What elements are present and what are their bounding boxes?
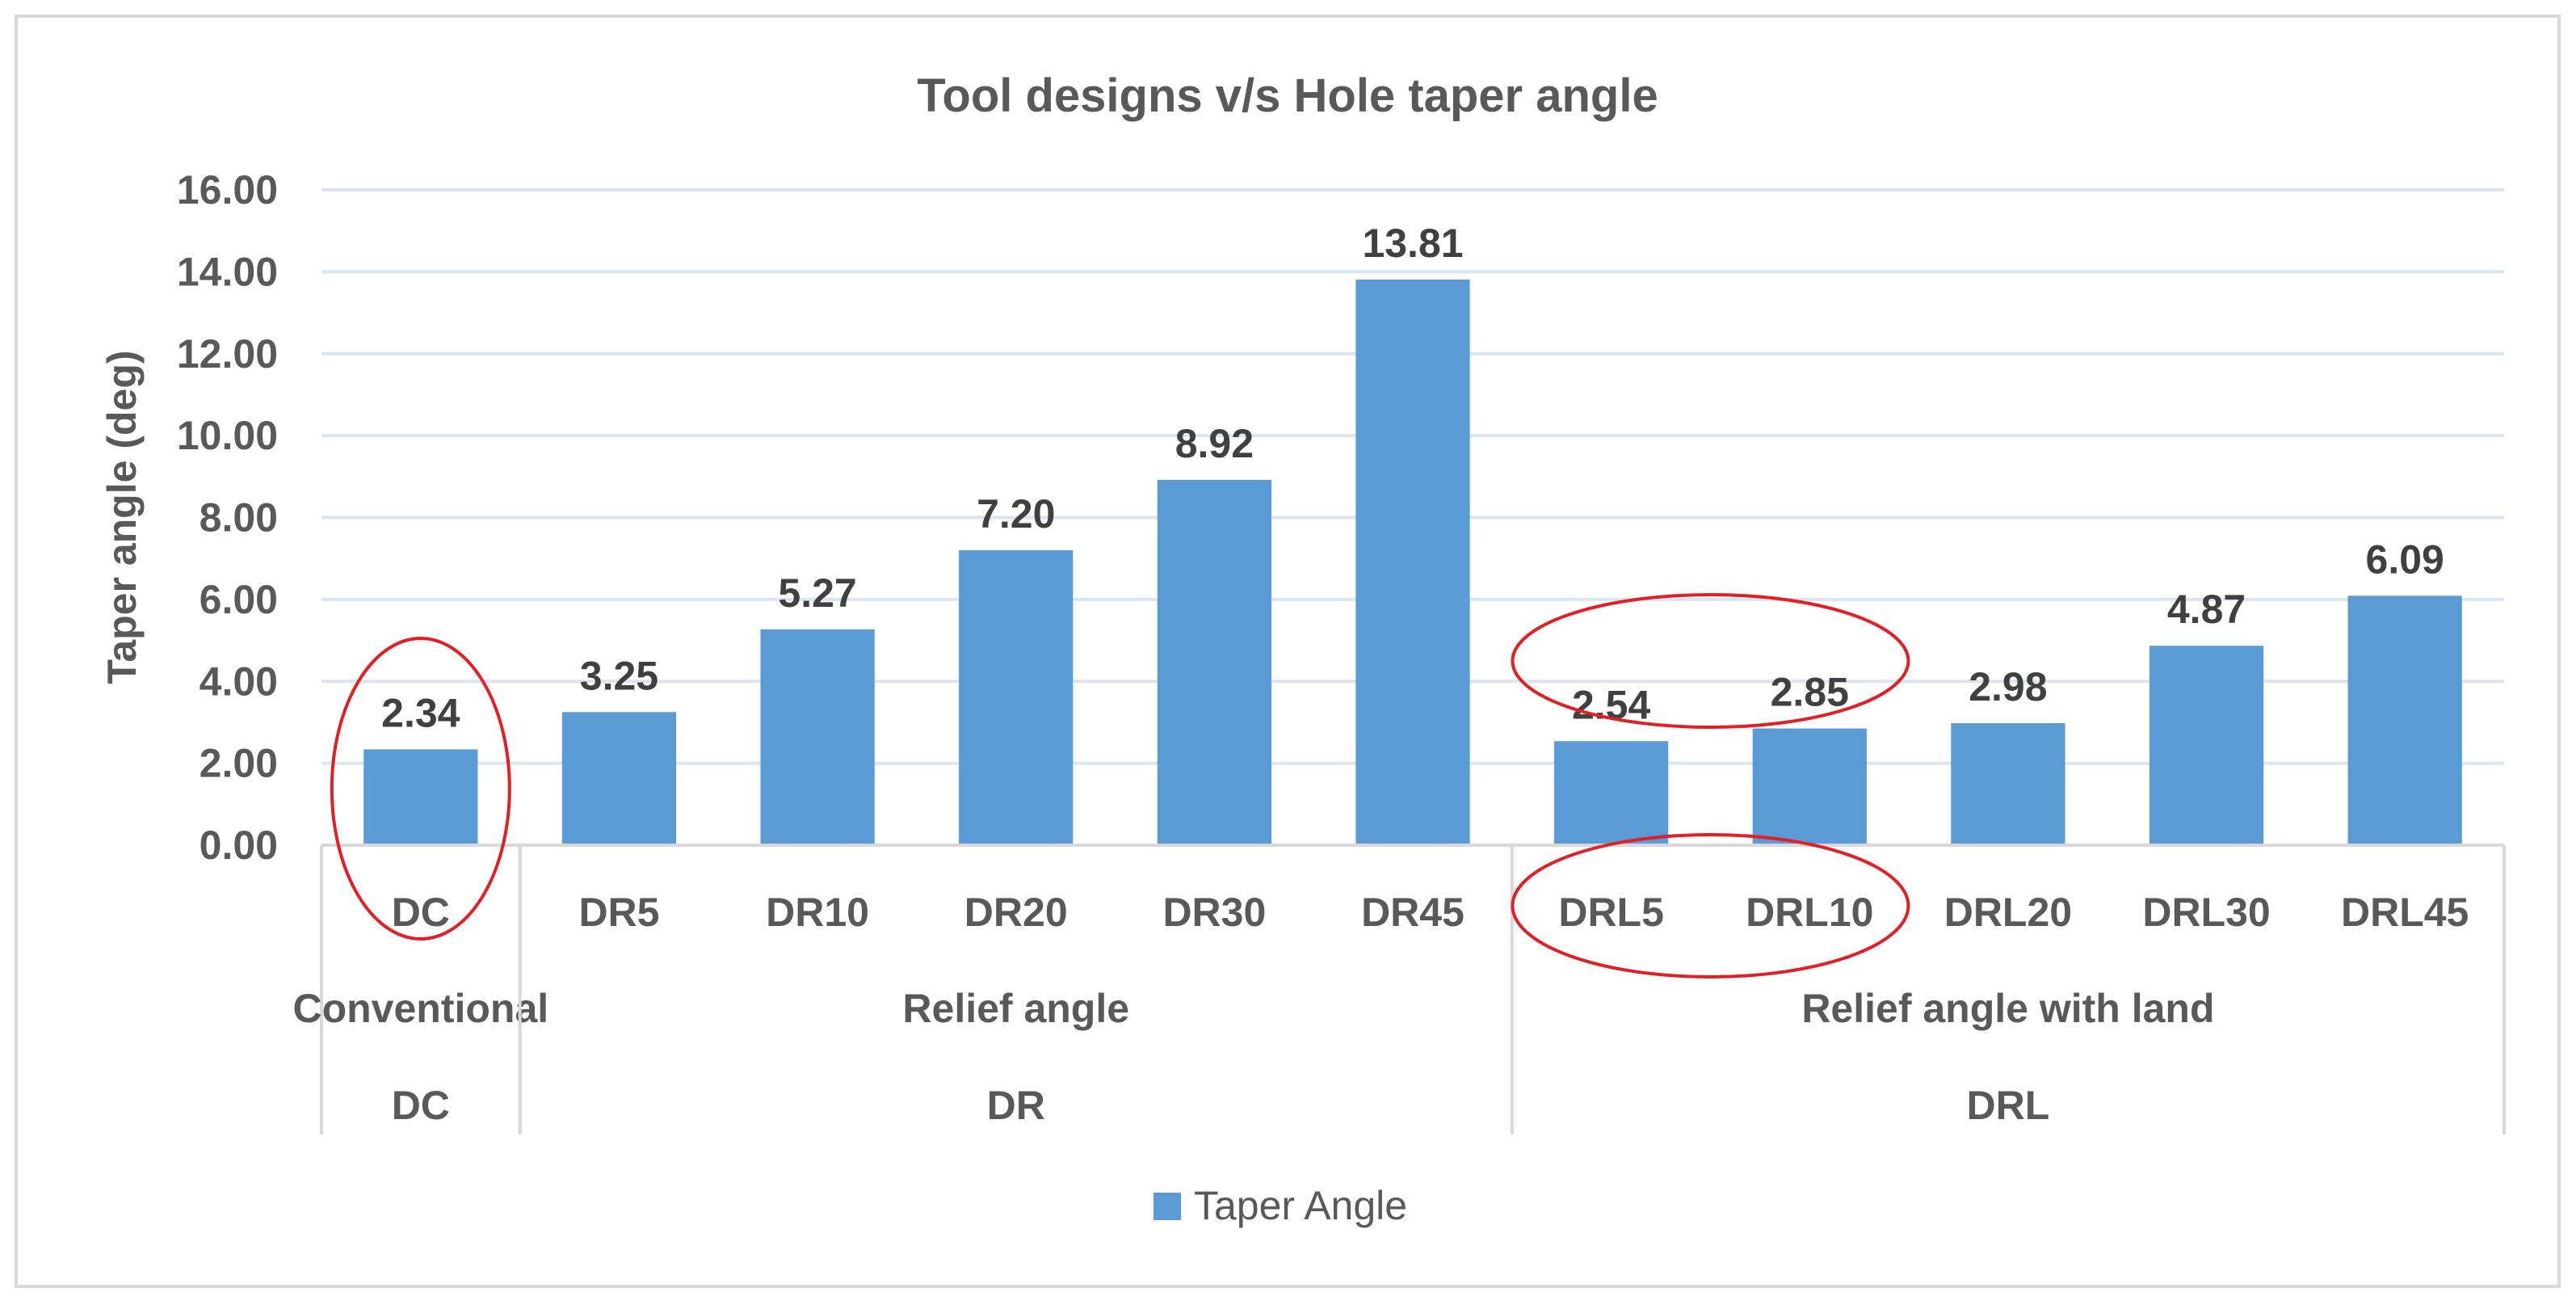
y-tick-label: 6.00 [200, 577, 278, 622]
y-tick-label: 0.00 [200, 823, 278, 868]
x-tick-label: DR30 [1162, 890, 1266, 935]
group-label: Relief angle with land [1801, 986, 2214, 1031]
data-labels: 2.34 3.25 5.27 7.20 8.92 13.81 2.54 2.85 2.98 4.8… [381, 221, 2444, 735]
legend-label: Taper Angle [1194, 1183, 1407, 1228]
data-label: 6.09 [2366, 537, 2444, 582]
x-tick-label: DR45 [1361, 890, 1464, 935]
x-tick-label: DRL5 [1558, 890, 1664, 935]
chart-title: Tool designs v/s Hole taper angle [917, 69, 1658, 122]
x-tick-label: DRL20 [1944, 890, 2072, 935]
group-code: DR [987, 1083, 1045, 1128]
y-tick-label: 4.00 [200, 659, 278, 704]
x-tick-label: DRL10 [1746, 890, 1873, 935]
group-label: Relief angle [902, 986, 1129, 1031]
y-tick-label: 2.00 [200, 741, 278, 786]
data-label: 8.92 [1175, 421, 1254, 466]
bar-dr10 [760, 629, 875, 845]
bar-drl45 [2347, 596, 2462, 845]
bar-dr45 [1355, 280, 1470, 845]
bar-dr5 [561, 712, 677, 845]
x-tick-label: DRL45 [2341, 890, 2469, 935]
group-label: Conventional [292, 986, 548, 1031]
bar-drl10 [1752, 728, 1867, 845]
bar-dr20 [959, 550, 1074, 845]
chart-border [15, 15, 2561, 1288]
y-tick-label: 16.00 [177, 167, 278, 213]
legend-swatch [1154, 1193, 1181, 1220]
x-tick-label: DC [392, 890, 450, 935]
highlight-ellipse-drl-values [1511, 593, 1910, 729]
x-tick-label: DR20 [964, 890, 1068, 935]
bar-drl5 [1554, 741, 1669, 845]
data-label: 13.81 [1362, 221, 1463, 266]
bars [363, 280, 2462, 845]
data-label: 2.34 [381, 690, 460, 735]
y-tick-label: 8.00 [200, 495, 278, 541]
data-label: 3.25 [580, 653, 658, 698]
y-axis-title: Taper angle (deg) [99, 350, 145, 684]
y-tick-label: 12.00 [177, 331, 278, 377]
data-label: 2.54 [1572, 682, 1651, 727]
data-label: 2.85 [1771, 670, 1849, 715]
data-label: 7.20 [977, 491, 1055, 537]
legend: Taper Angle [1154, 1183, 1407, 1228]
bar-dc [363, 749, 478, 845]
highlight-ellipses [330, 593, 1910, 979]
group-code: DC [392, 1083, 450, 1128]
highlight-ellipse-dc [330, 637, 511, 941]
bar-dr30 [1157, 479, 1271, 845]
bar-drl30 [2149, 646, 2264, 845]
bar-drl20 [1951, 722, 2065, 845]
highlight-ellipse-drl-labels [1511, 833, 1910, 979]
x-tick-label: DR10 [766, 890, 869, 935]
x-tick-label: DRL30 [2142, 890, 2270, 935]
x-axis: DC DR5 DR10 DR20 DR30 DR45 DRL5 DRL10 DRL20 DRL30… [292, 844, 2506, 1134]
data-label: 2.98 [1969, 664, 2047, 709]
group-code: DRL [1967, 1083, 2050, 1128]
data-label: 4.87 [2167, 587, 2246, 632]
y-tick-label: 10.00 [177, 413, 278, 458]
data-label: 5.27 [778, 570, 856, 616]
y-axis-ticks: 0.00 2.00 4.00 6.00 8.00 10.00 12.00 14.00 16.00 [177, 167, 278, 868]
x-tick-label: DR5 [578, 890, 659, 935]
y-tick-label: 14.00 [177, 249, 278, 294]
